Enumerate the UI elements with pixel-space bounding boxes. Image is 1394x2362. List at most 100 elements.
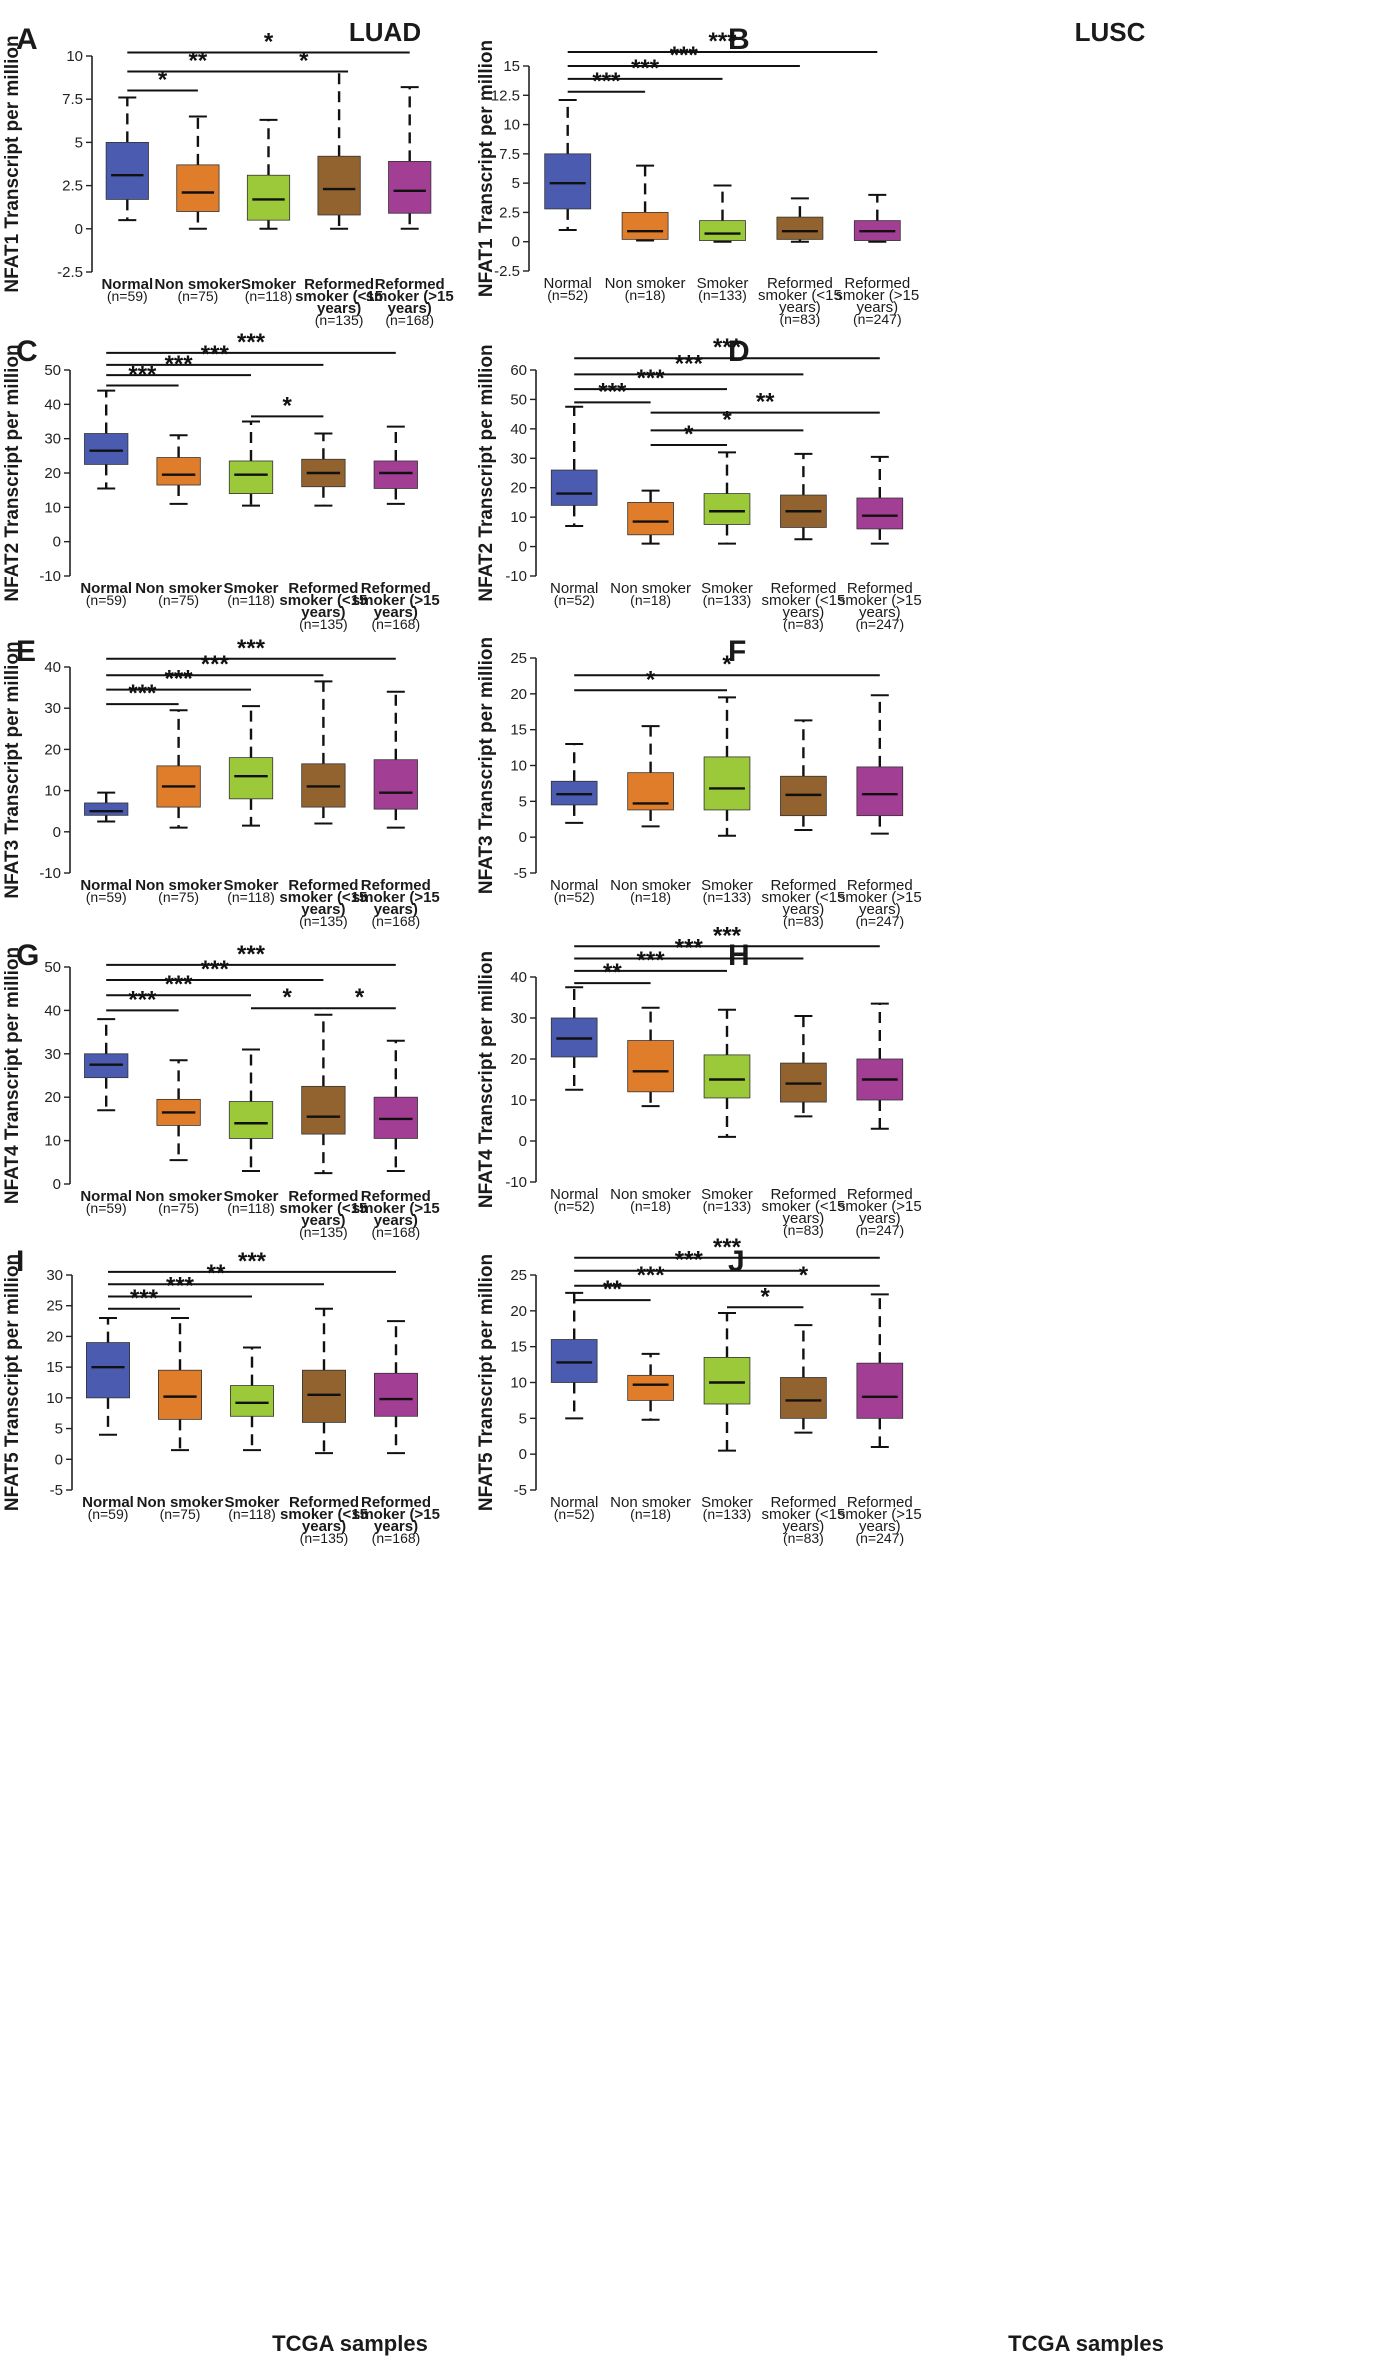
column-title-lusc: LUSC <box>1075 17 1146 47</box>
y-tick-label: 2.5 <box>62 178 83 195</box>
significance-label: * <box>264 29 274 56</box>
y-axis-label: NFAT3 Transcript per million <box>2 641 23 898</box>
box-2 <box>156 1059 201 1162</box>
y-tick-label: 40 <box>44 396 61 413</box>
category-label: Smoker <box>701 580 753 597</box>
category-label: Non smoker <box>610 580 691 597</box>
y-tick-label: -2.5 <box>494 263 520 280</box>
iqr-box <box>856 497 904 530</box>
iqr-box <box>317 155 361 216</box>
panel-d: D -10 0 10 20 30 40 50 60 NFAT2 Transcript per mi… <box>476 334 922 632</box>
box-5 <box>856 1002 904 1130</box>
iqr-box <box>301 1085 346 1135</box>
y-tick-label: 5 <box>55 1421 63 1438</box>
y-tick-label: 10 <box>510 1092 527 1109</box>
category-label: Reformed <box>770 1186 836 1203</box>
box-2 <box>627 725 674 828</box>
category-count: (n=75) <box>158 1200 199 1216</box>
y-tick-label: 20 <box>44 465 61 482</box>
box-2 <box>627 489 674 545</box>
box-4 <box>301 680 346 825</box>
significance-label: ** <box>207 1260 226 1287</box>
panel-letter-f: F <box>728 635 746 668</box>
category-label: Normal <box>550 1494 598 1511</box>
category-label: Smoker <box>224 1494 279 1511</box>
category-label: smoker (<15 <box>295 288 383 305</box>
iqr-box <box>627 502 674 536</box>
box-4 <box>301 1013 346 1175</box>
y-tick-label: 15 <box>46 1359 63 1376</box>
category-label: years) <box>317 300 361 317</box>
category-label: smoker (>15 <box>835 287 919 304</box>
category-label: smoker (>15 <box>352 1506 440 1523</box>
category-label: years) <box>374 901 418 918</box>
category-count: (n=18) <box>630 889 671 905</box>
category-label: Reformed <box>304 276 374 293</box>
category-count: (n=135) <box>299 913 348 929</box>
panel-letter-i: I <box>16 1245 24 1278</box>
category-label: Reformed <box>844 275 910 292</box>
y-tick-label: 10 <box>46 1390 63 1407</box>
significance-label: * <box>158 67 168 94</box>
significance-label: *** <box>165 971 194 998</box>
significance-label: *** <box>598 378 627 405</box>
panel-letter-g: G <box>16 939 39 972</box>
significance-label: *** <box>165 666 194 693</box>
box-2 <box>621 164 669 242</box>
y-tick-label: 0 <box>53 534 61 551</box>
category-label: smoker (<15 <box>280 1506 368 1523</box>
box-5 <box>373 425 418 505</box>
category-label: years) <box>301 901 345 918</box>
category-count: (n=52) <box>554 1506 595 1522</box>
y-axis-label: NFAT2 Transcript per million <box>476 344 497 601</box>
iqr-box <box>856 766 904 817</box>
significance-label: *** <box>201 956 230 983</box>
iqr-box <box>621 212 669 240</box>
box-5 <box>388 86 432 230</box>
y-axis-label: NFAT4 Transcript per million <box>2 947 23 1204</box>
category-label: years) <box>374 1518 418 1535</box>
panel-c: C -10 0 10 20 30 40 50 NFAT2 Transcript per mill… <box>2 329 440 632</box>
box-1 <box>84 1018 129 1112</box>
category-label: Non smoker <box>135 877 222 894</box>
y-tick-label: 15 <box>510 722 527 739</box>
category-label: Non smoker <box>610 1494 691 1511</box>
box-3 <box>228 705 274 827</box>
category-count: (n=247) <box>855 616 904 632</box>
category-label: Reformed <box>288 580 358 597</box>
significance-label: * <box>761 1283 771 1310</box>
y-tick-label: 40 <box>510 421 527 438</box>
category-count: (n=247) <box>853 311 902 327</box>
category-label: Normal <box>80 877 132 894</box>
box-3 <box>228 1048 274 1172</box>
chart-panels: A -2.5 0 2.5 5 7.5 10 NFAT1 Transcript per mill… <box>2 23 922 1546</box>
y-axis-label: NFAT4 Transcript per million <box>476 951 497 1208</box>
category-label: smoker (<15 <box>762 1506 846 1523</box>
category-label: Reformed <box>767 275 833 292</box>
significance-label: *** <box>201 341 230 368</box>
box-3 <box>246 118 291 230</box>
y-tick-label: -10 <box>505 568 527 585</box>
category-label: Reformed <box>361 1494 431 1511</box>
iqr-box <box>703 756 751 811</box>
y-tick-label: 25 <box>510 650 527 667</box>
y-tick-label: 20 <box>510 1051 527 1068</box>
category-label: years) <box>302 1518 346 1535</box>
category-label: Reformed <box>847 1186 913 1203</box>
category-count: (n=133) <box>703 889 752 905</box>
category-label: Smoker <box>223 580 278 597</box>
significance-label: * <box>646 666 656 693</box>
category-label: smoker (>15 <box>838 1506 922 1523</box>
iqr-box <box>780 1377 827 1419</box>
category-label: years) <box>856 299 898 316</box>
category-label: Smoker <box>697 275 749 292</box>
category-count: (n=52) <box>554 1198 595 1214</box>
y-tick-label: 5 <box>519 1410 527 1427</box>
category-label: Reformed <box>770 877 836 894</box>
y-tick-label: 20 <box>44 1089 61 1106</box>
y-tick-label: 10 <box>44 1133 61 1150</box>
significance-label: *** <box>637 365 666 392</box>
box-2 <box>156 434 201 505</box>
category-label: Reformed <box>361 1188 431 1205</box>
